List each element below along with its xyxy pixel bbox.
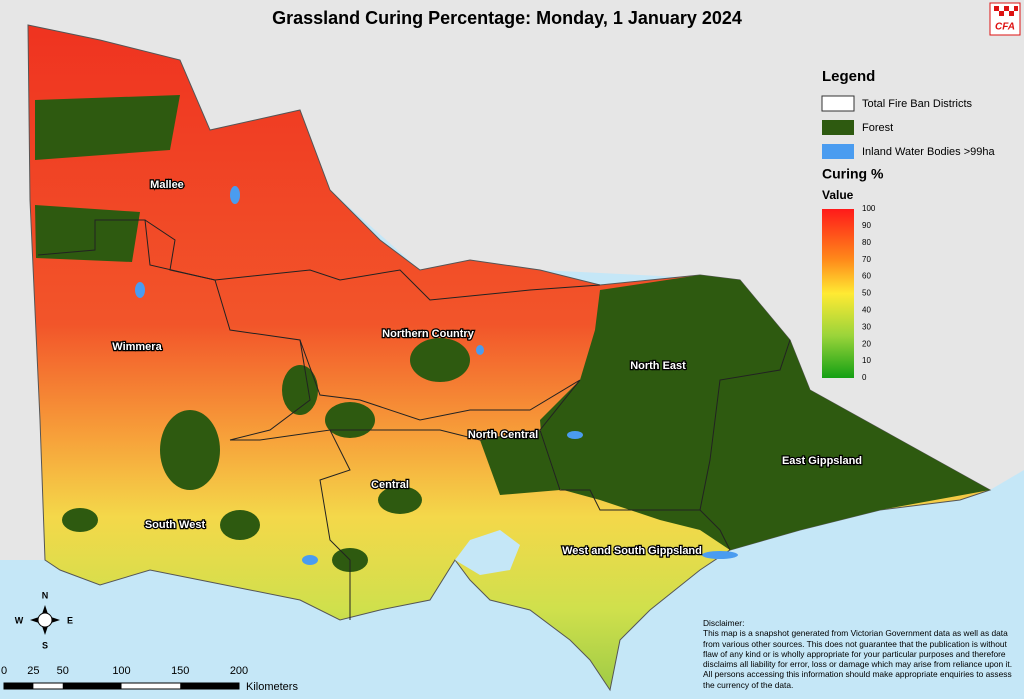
curing-title: Curing %	[822, 166, 884, 182]
logo-text: CFA	[995, 22, 1015, 33]
district-label: West and South Gippsland	[562, 545, 702, 557]
district-label: North East	[630, 360, 686, 372]
legend-title: Legend	[822, 68, 875, 85]
legend-item: Forest	[862, 122, 893, 134]
district-label: Northern Country	[382, 328, 475, 340]
disclaimer-title: Disclaimer:	[703, 618, 745, 628]
disclaimer-text: This map is a snapshot generated from Vi…	[703, 628, 1013, 690]
scale-tick-label: 25	[27, 665, 39, 677]
scale-tick-label: 0	[1, 665, 7, 677]
scale-segment	[62, 683, 122, 689]
scale-tick-label: 100	[112, 665, 130, 677]
water	[135, 186, 738, 565]
compass	[30, 605, 60, 635]
logo-checks	[994, 6, 1018, 16]
district-label: Wimmera	[112, 341, 162, 353]
disclaimer: Disclaimer: This map is a snapshot gener…	[703, 618, 1021, 690]
legend-item: Total Fire Ban Districts	[862, 98, 973, 110]
curing-tick-label: 70	[862, 255, 871, 264]
district-label: Mallee	[150, 179, 184, 191]
curing-tick-label: 100	[862, 204, 876, 213]
curing-tick-label: 0	[862, 373, 867, 382]
scale-segment	[180, 683, 239, 689]
district-label: North Central	[468, 429, 538, 441]
compass-letter: S	[42, 640, 48, 650]
scale-unit: Kilometers	[246, 681, 298, 693]
value-label: Value	[822, 188, 854, 202]
legend-item: Inland Water Bodies >99ha	[862, 146, 995, 158]
port-phillip	[455, 530, 520, 575]
legend-swatch	[821, 95, 855, 112]
scale-segment	[4, 683, 34, 689]
curing-tick-label: 30	[862, 322, 871, 331]
curing-tick-label: 40	[862, 306, 871, 315]
curing-tick-label: 10	[862, 356, 871, 365]
curing-tick-label: 20	[862, 339, 871, 348]
scale-tick-label: 50	[57, 665, 69, 677]
curing-tick-label: 90	[862, 221, 871, 230]
scale-tick-label: 200	[230, 665, 248, 677]
forest	[35, 95, 990, 572]
curing-ramp	[822, 209, 854, 378]
district-label: South West	[145, 519, 206, 531]
curing-tick-label: 50	[862, 289, 871, 298]
nsw-land	[0, 0, 1024, 560]
compass-letter: W	[15, 615, 24, 625]
legend-swatch	[822, 144, 854, 159]
legend-swatch	[822, 120, 854, 135]
compass-letter: N	[42, 590, 49, 600]
curing-tick-label: 80	[862, 238, 871, 247]
compass-letter: E	[67, 615, 73, 625]
map-title: Grassland Curing Percentage: Monday, 1 J…	[272, 8, 742, 28]
district-label: East Gippsland	[782, 455, 862, 467]
curing-tick-label: 60	[862, 272, 871, 281]
scale-tick-label: 150	[171, 665, 189, 677]
district-label: Central	[371, 479, 409, 491]
district-borders	[37, 219, 791, 620]
